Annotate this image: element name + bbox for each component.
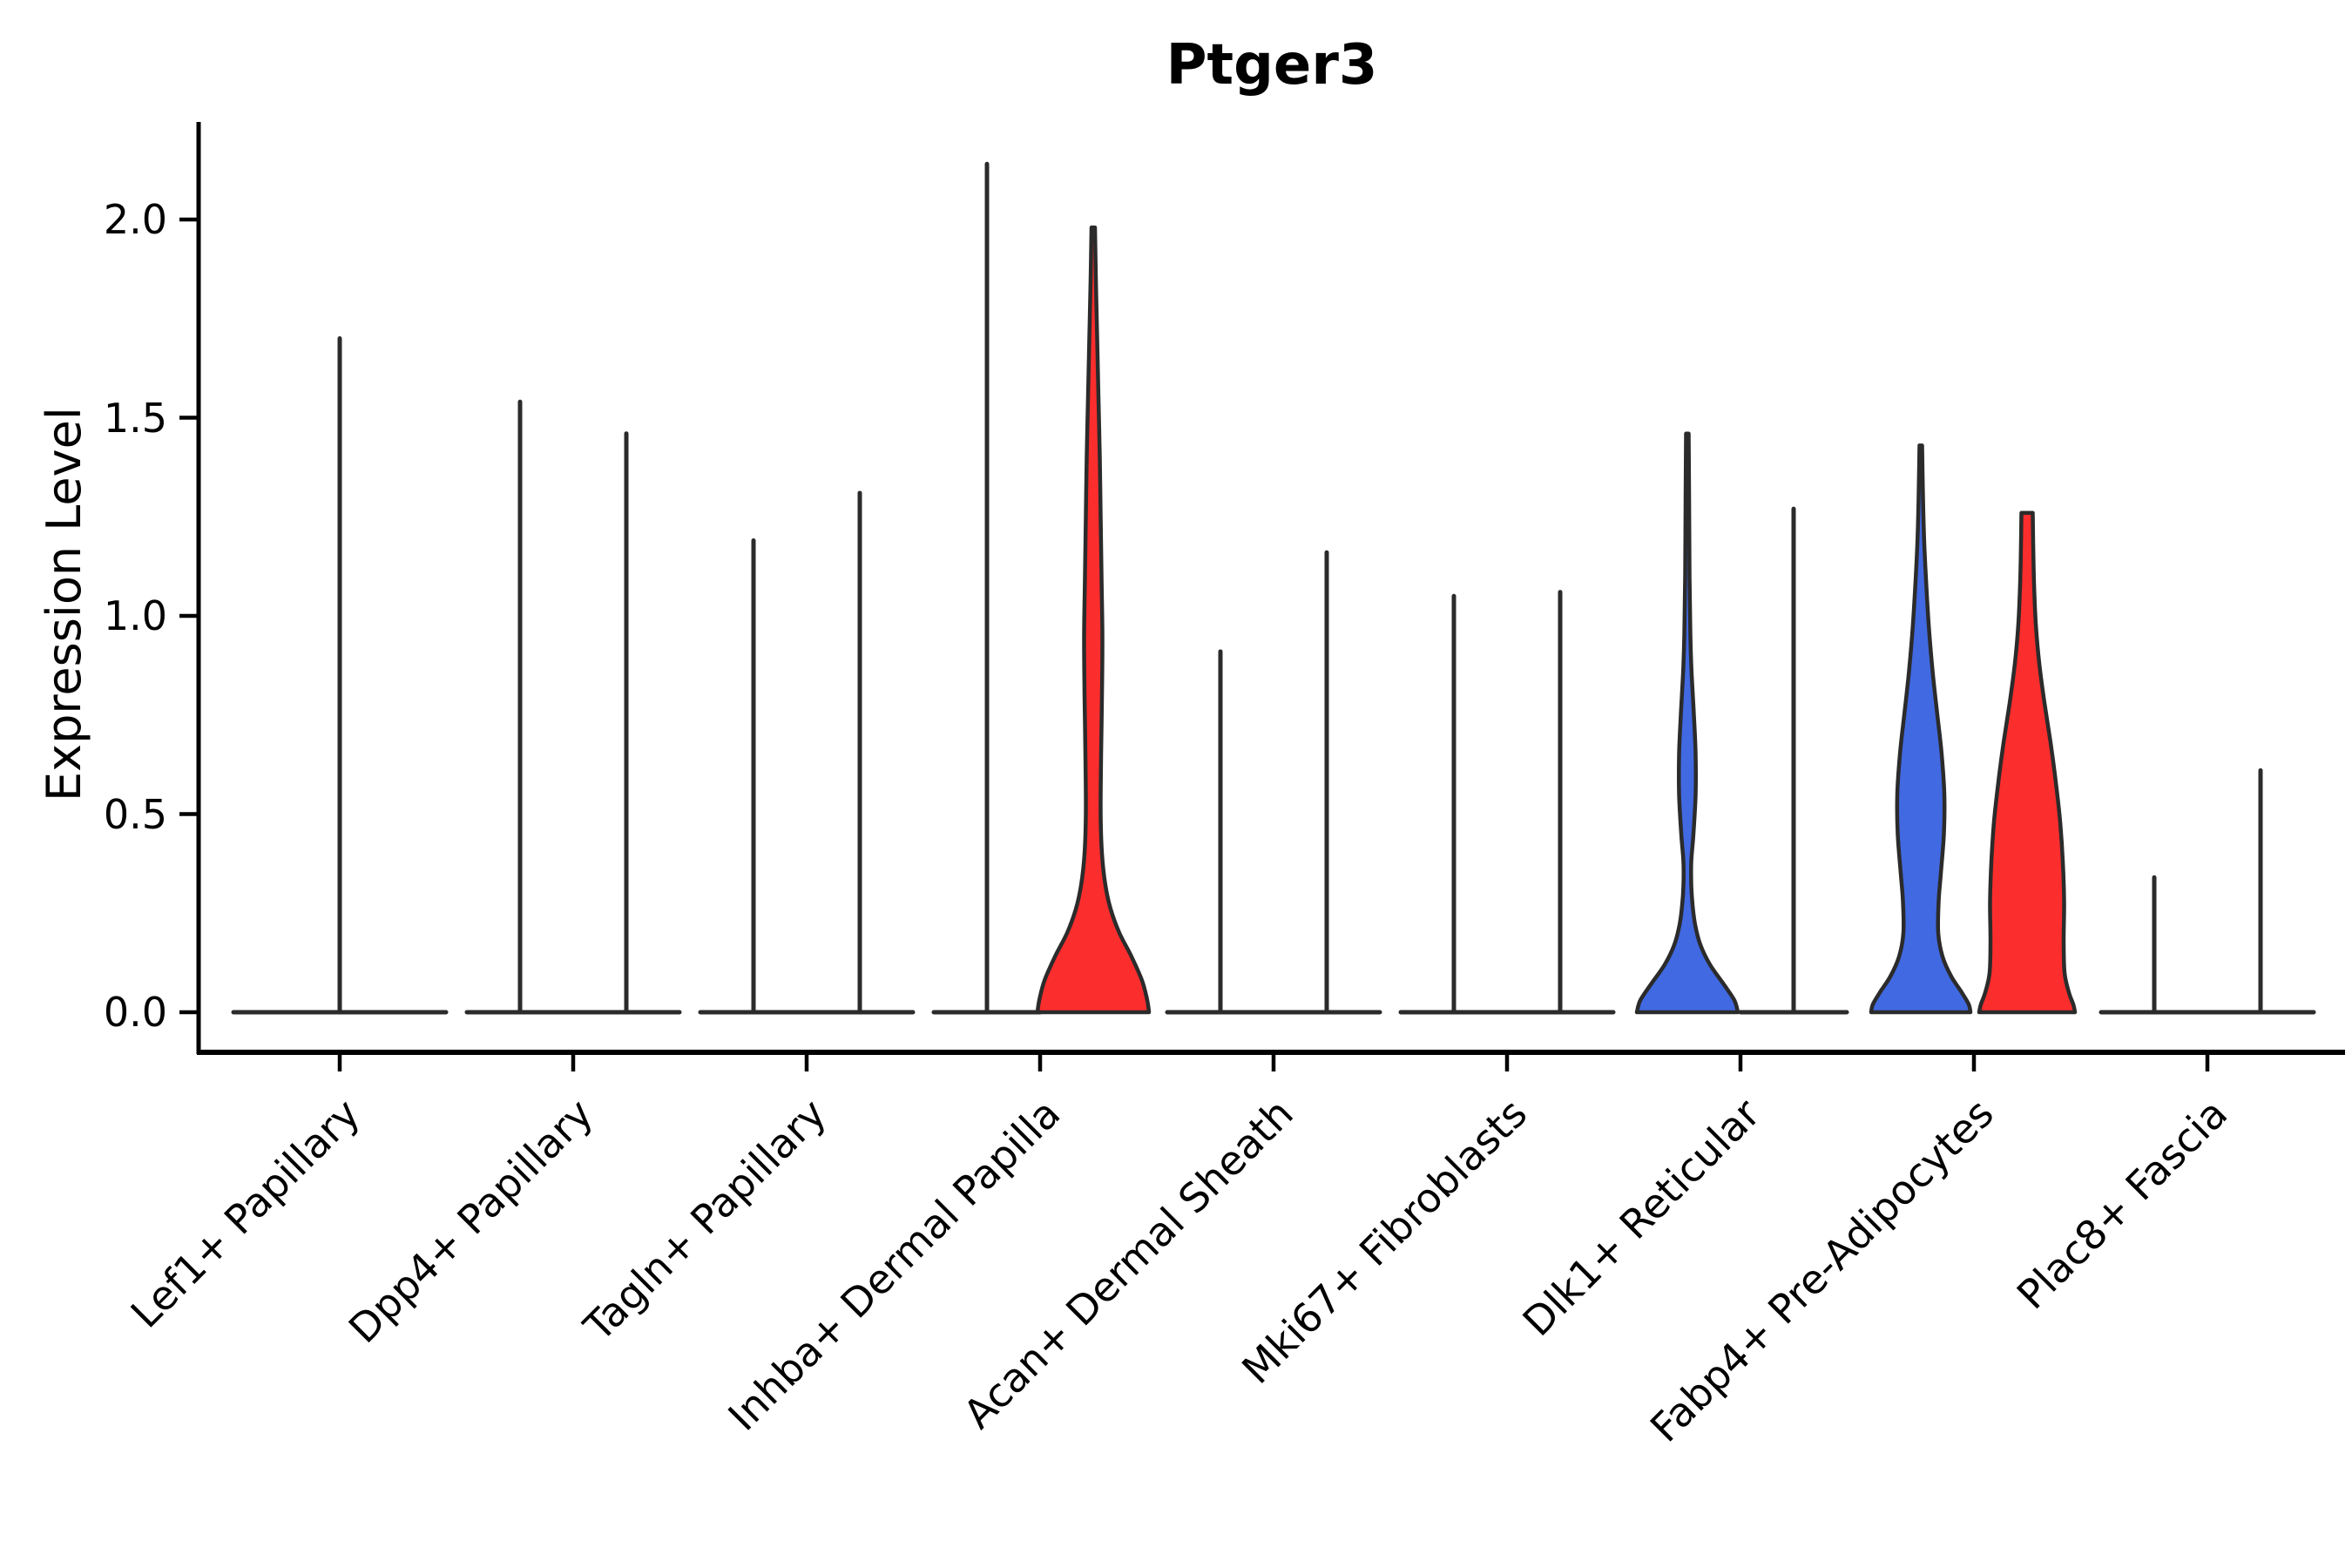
y-tick-label: 1.5 bbox=[103, 394, 167, 442]
violin-body-red bbox=[1035, 225, 1152, 1015]
y-tick-label: 0.0 bbox=[103, 989, 167, 1036]
y-tick-label: 2.0 bbox=[103, 196, 167, 243]
chart-title: Ptger3 bbox=[1166, 33, 1378, 98]
violin-body-blue bbox=[1634, 431, 1740, 1015]
y-tick-label: 0.5 bbox=[103, 790, 167, 838]
violin-body-red bbox=[1977, 510, 2078, 1015]
y-tick-label: 1.0 bbox=[103, 592, 167, 639]
violin-body-blue bbox=[1869, 443, 1973, 1015]
